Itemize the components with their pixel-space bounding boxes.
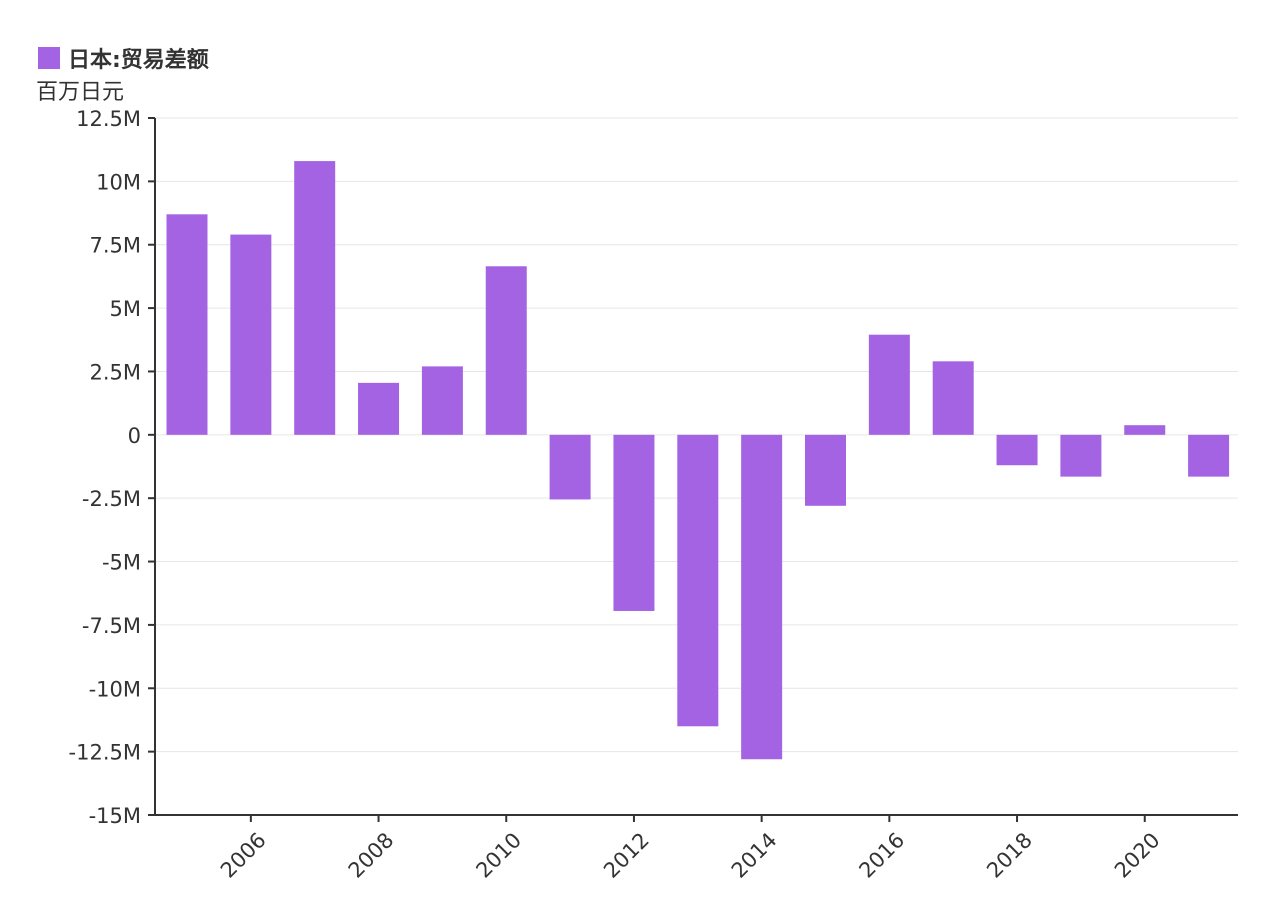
x-axis: 2006 2008 2010 2012 2014 2016 2018 2020 <box>155 814 1238 883</box>
bar-2014 <box>741 434 783 760</box>
x-tick-label: 2020 <box>1110 828 1165 883</box>
y-tick-label: -10M <box>89 677 141 701</box>
y-tick-label: -12.5M <box>69 741 141 765</box>
y-tick-label: 5M <box>110 297 141 321</box>
y-tick-label: 2.5M <box>89 360 141 384</box>
y-axis-unit-label: 百万日元 <box>36 80 125 105</box>
legend-swatch <box>38 47 60 69</box>
bar-2011 <box>549 434 591 500</box>
bar-2009 <box>421 366 463 435</box>
bar-2008 <box>358 382 400 435</box>
y-tick-label: -15M <box>89 804 141 828</box>
y-axis: 12.5M 10M 7.5M 5M 2.5M 0 -2.5M -5M -7.5M -10M -12.… <box>69 107 156 828</box>
x-tick-label: 2012 <box>599 828 654 883</box>
bar-2015 <box>805 434 846 506</box>
bar-2019 <box>1060 434 1102 477</box>
bar-2010 <box>485 266 527 435</box>
bar-2018 <box>996 434 1038 466</box>
y-tick-label: -2.5M <box>82 487 141 511</box>
bar-2021 <box>1188 434 1230 477</box>
y-tick-label: -5M <box>102 551 141 575</box>
x-tick-label: 2006 <box>216 828 271 883</box>
bar-2005 <box>166 214 208 435</box>
x-tick-label: 2018 <box>982 828 1037 883</box>
x-tick-label: 2016 <box>855 828 910 883</box>
bar-2012 <box>613 434 655 611</box>
legend-label: 日本:贸易差额 <box>68 48 209 73</box>
bar-2016 <box>868 334 910 435</box>
bar-2013 <box>677 434 719 727</box>
x-tick-label: 2010 <box>471 828 526 883</box>
y-tick-label: 10M <box>96 170 141 194</box>
bar-2017 <box>932 361 974 435</box>
bar-2020 <box>1124 425 1166 435</box>
x-tick-label: 2008 <box>344 828 399 883</box>
y-tick-label: 7.5M <box>89 234 141 258</box>
y-tick-label: -7.5M <box>82 614 141 638</box>
gridlines <box>155 117 1238 753</box>
legend: 日本:贸易差额 <box>38 42 209 74</box>
x-tick-label: 2014 <box>727 828 782 883</box>
bar-2006 <box>230 234 272 435</box>
y-tick-label: 0 <box>128 424 141 448</box>
bar-2007 <box>294 161 336 435</box>
bars <box>166 161 1230 760</box>
y-tick-label: 12.5M <box>76 107 141 131</box>
